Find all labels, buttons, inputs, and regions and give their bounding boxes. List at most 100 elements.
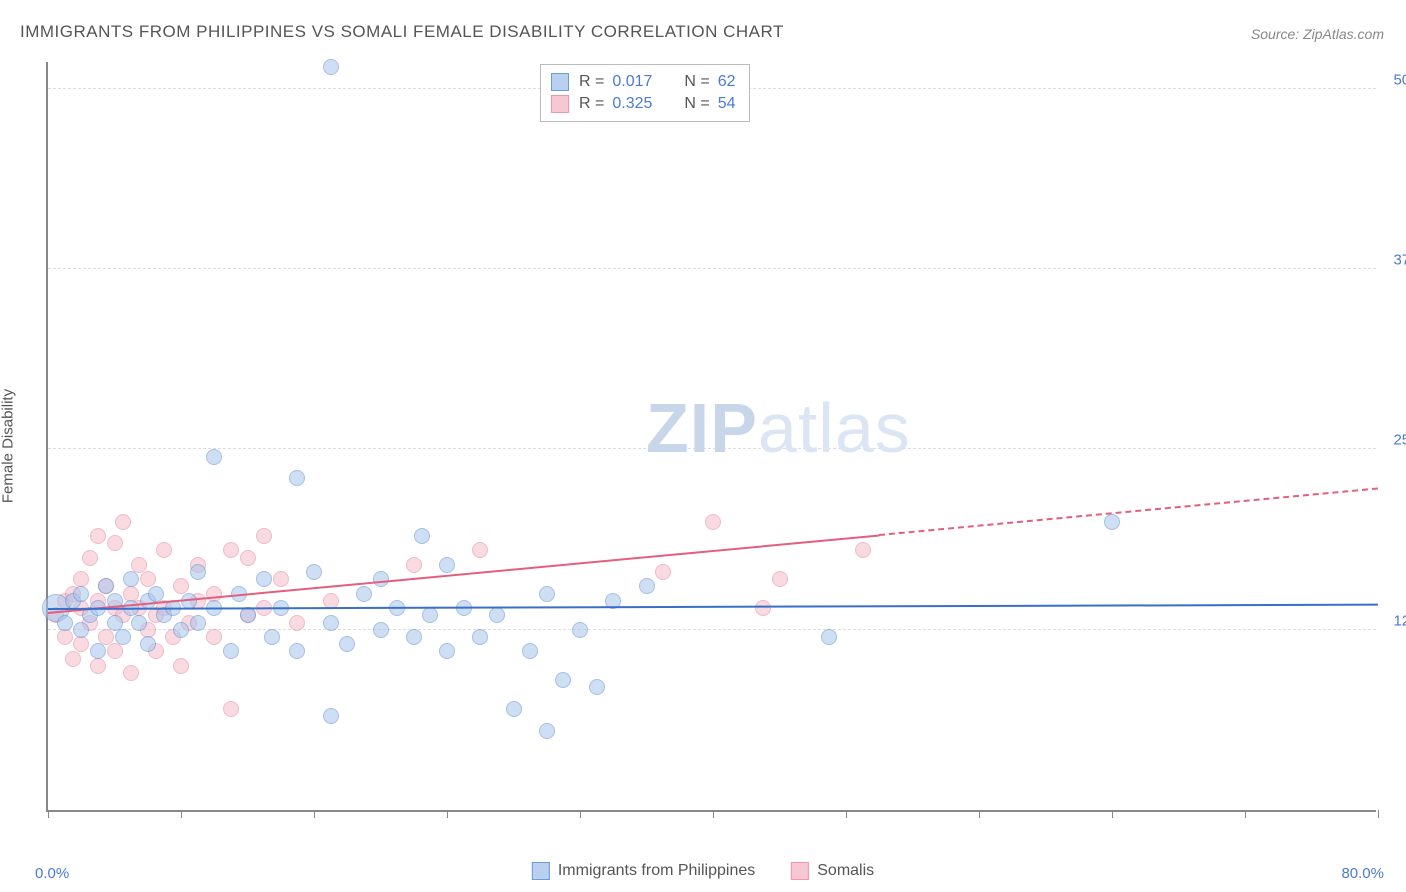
scatter-point (156, 542, 172, 558)
n-value-series1: 62 (718, 73, 736, 91)
scatter-point (439, 557, 455, 573)
scatter-point (98, 629, 114, 645)
scatter-point (90, 658, 106, 674)
r-value-series1: 0.017 (612, 73, 662, 91)
scatter-point (306, 564, 322, 580)
scatter-point (539, 586, 555, 602)
scatter-point (373, 571, 389, 587)
scatter-point (131, 615, 147, 631)
scatter-point (115, 629, 131, 645)
scatter-point (240, 550, 256, 566)
scatter-point (107, 615, 123, 631)
scatter-point (73, 586, 89, 602)
scatter-point (264, 629, 280, 645)
scatter-point (472, 542, 488, 558)
scatter-point (173, 622, 189, 638)
scatter-point (57, 615, 73, 631)
scatter-point (506, 701, 522, 717)
x-tick (1245, 810, 1246, 818)
scatter-point (323, 615, 339, 631)
x-tick (447, 810, 448, 818)
scatter-point (240, 607, 256, 623)
scatter-point (190, 615, 206, 631)
x-tick (580, 810, 581, 818)
scatter-point (555, 672, 571, 688)
legend-row-series1: R = 0.017 N = 62 (551, 71, 735, 93)
scatter-point (489, 607, 505, 623)
legend-correlation-box: R = 0.017 N = 62 R = 0.325 N = 54 (540, 64, 750, 122)
scatter-point (589, 679, 605, 695)
source-name: ZipAtlas.com (1303, 26, 1384, 42)
y-tick-label: 50.0% (1381, 71, 1406, 88)
scatter-point (115, 514, 131, 530)
scatter-point (131, 557, 147, 573)
scatter-point (173, 578, 189, 594)
scatter-point (256, 571, 272, 587)
source-label: Source: (1251, 26, 1299, 42)
legend-label-series1: Immigrants from Philippines (558, 862, 755, 880)
scatter-point (821, 629, 837, 645)
x-tick (181, 810, 182, 818)
n-label: N = (684, 73, 709, 91)
y-tick-label: 37.5% (1381, 252, 1406, 269)
watermark: ZIPatlas (646, 388, 911, 468)
scatter-point (323, 59, 339, 75)
scatter-point (406, 629, 422, 645)
scatter-point (1104, 514, 1120, 530)
x-tick (314, 810, 315, 818)
scatter-point (772, 571, 788, 587)
r-label: R = (579, 73, 604, 91)
scatter-point (472, 629, 488, 645)
scatter-point (140, 571, 156, 587)
legend-series-names: Immigrants from Philippines Somalis (532, 862, 874, 880)
r-label: R = (579, 95, 604, 113)
scatter-point (190, 564, 206, 580)
x-tick (1378, 810, 1379, 818)
x-axis-min-label: 0.0% (35, 865, 69, 882)
source-attribution: Source: ZipAtlas.com (1251, 26, 1384, 42)
scatter-point (373, 622, 389, 638)
x-tick (713, 810, 714, 818)
scatter-point (289, 643, 305, 659)
scatter-point (289, 470, 305, 486)
scatter-point (206, 629, 222, 645)
scatter-point (82, 550, 98, 566)
watermark-light: atlas (758, 389, 911, 467)
scatter-point (206, 449, 222, 465)
scatter-point (522, 643, 538, 659)
scatter-point (73, 636, 89, 652)
scatter-point (107, 535, 123, 551)
legend-item-series1: Immigrants from Philippines (532, 862, 755, 880)
legend-row-series2: R = 0.325 N = 54 (551, 93, 735, 115)
scatter-point (256, 528, 272, 544)
scatter-point (98, 578, 114, 594)
trend-line (879, 488, 1378, 537)
scatter-point (223, 542, 239, 558)
scatter-point (57, 629, 73, 645)
x-tick (846, 810, 847, 818)
scatter-point (140, 636, 156, 652)
scatter-point (107, 643, 123, 659)
x-tick (1112, 810, 1113, 818)
scatter-point (289, 615, 305, 631)
scatter-point (223, 701, 239, 717)
x-tick (48, 810, 49, 818)
scatter-point (339, 636, 355, 652)
x-axis-max-label: 80.0% (1341, 865, 1384, 882)
legend-swatch-series2-bottom (791, 862, 809, 880)
scatter-point (73, 622, 89, 638)
scatter-point (572, 622, 588, 638)
scatter-point (356, 586, 372, 602)
scatter-point (148, 586, 164, 602)
scatter-point (655, 564, 671, 580)
y-axis-title: Female Disability (0, 389, 17, 503)
legend-swatch-series2 (551, 95, 569, 113)
gridline (48, 268, 1376, 269)
y-tick-label: 12.5% (1381, 612, 1406, 629)
scatter-point (855, 542, 871, 558)
x-tick (979, 810, 980, 818)
scatter-point (65, 651, 81, 667)
scatter-point (406, 557, 422, 573)
n-value-series2: 54 (718, 95, 736, 113)
legend-label-series2: Somalis (817, 862, 874, 880)
